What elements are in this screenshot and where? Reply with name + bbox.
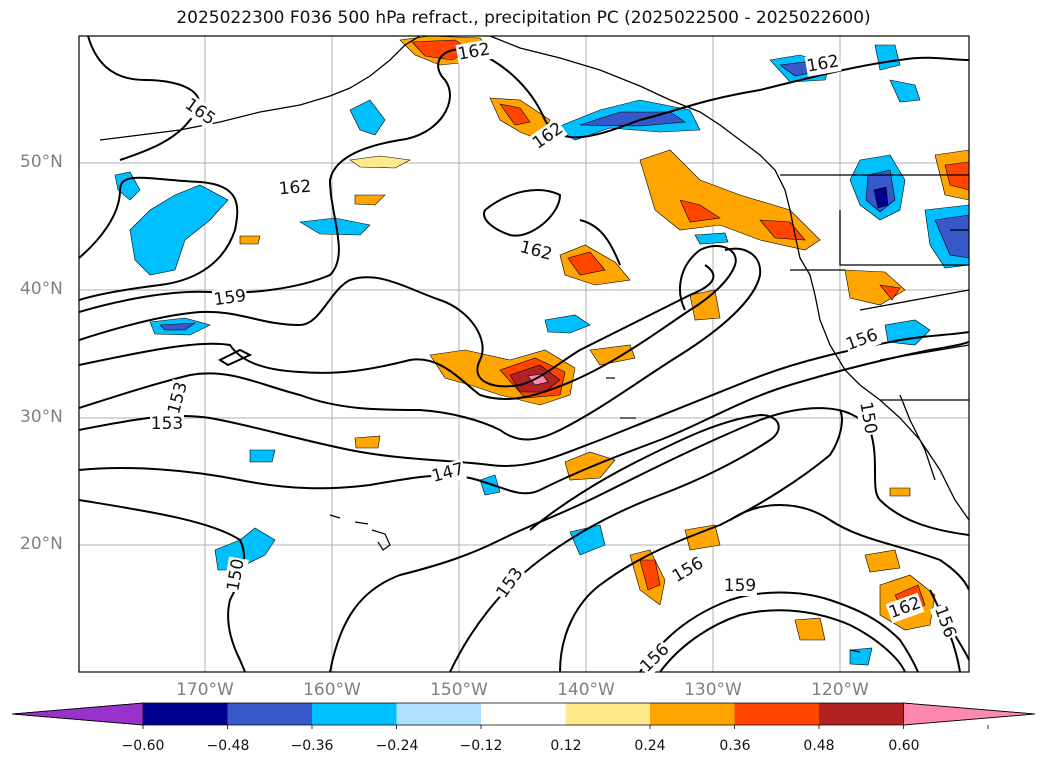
- colorbar-swatch: [734, 703, 819, 725]
- lon-label-160w: 160°W: [303, 680, 361, 700]
- contour-label-bg: [804, 51, 842, 77]
- contour-label-bg: [163, 378, 193, 418]
- lat-label-40: 40°N: [20, 279, 63, 299]
- contour-label: 159: [213, 286, 248, 310]
- contour-label: 162: [518, 237, 555, 265]
- colorbar-tick-label: −0.48: [206, 738, 250, 754]
- colorbar: [11, 702, 1036, 729]
- colorbar-swatch: [143, 703, 228, 725]
- contour-label-bg: [211, 285, 249, 311]
- contour-label: 150: [855, 400, 880, 435]
- contour-label: 162: [278, 177, 312, 200]
- colorbar-tick-label: −0.24: [375, 738, 419, 754]
- lat-label-50: 50°N: [20, 152, 63, 172]
- contour-label-bg: [223, 556, 249, 594]
- colorbar-extend-low: [11, 702, 144, 726]
- contour-label-bg: [635, 638, 675, 678]
- contour-label-bg: [428, 458, 468, 488]
- colorbar-tick-label: −0.36: [290, 738, 334, 754]
- lat-label-20: 20°N: [20, 534, 63, 554]
- contour-label-bg: [929, 602, 961, 642]
- graticule: [79, 36, 969, 672]
- colorbar-swatch: [312, 703, 397, 725]
- contour-label: 162: [805, 51, 840, 76]
- contour-label: 147: [430, 459, 467, 487]
- lon-label-150w: 150°W: [430, 680, 488, 700]
- lon-label-130w: 130°W: [684, 680, 742, 700]
- colorbar-swatch: [650, 703, 735, 725]
- map-title: 2025022300 F036 500 hPa refract., precip…: [176, 8, 871, 28]
- colorbar-extend-high: [903, 702, 1036, 726]
- colorbar-tick-label: 0.12: [550, 738, 582, 754]
- refract-contours: [79, 36, 969, 672]
- contour-label-bg: [277, 176, 313, 200]
- contour-label: 162: [456, 39, 491, 64]
- contour-label-bg: [180, 94, 220, 130]
- map-frame: [78, 35, 970, 673]
- colorbar-tick-label: 0.60: [888, 738, 920, 754]
- lon-label-170w: 170°W: [176, 680, 234, 700]
- contour-label: 156: [930, 603, 960, 640]
- contour-label-bg: [885, 592, 925, 624]
- contour-label: 153: [493, 564, 528, 602]
- colorbar-swatch: [396, 703, 481, 725]
- colorbar-tick-label: 0.24: [634, 738, 666, 754]
- contour-label: 153: [164, 380, 192, 417]
- contour-label-bg: [855, 399, 881, 437]
- contour-label-bg: [516, 236, 556, 266]
- contour-label-bg: [528, 118, 568, 154]
- colorbar-swatch: [565, 703, 650, 725]
- colorbar-tick-label: 0.36: [719, 738, 751, 754]
- contour-label: 150: [223, 557, 248, 592]
- contour-label-bg: [150, 414, 184, 434]
- contour-label: 156: [636, 639, 673, 676]
- contour-label-bg: [455, 39, 493, 65]
- lon-label-140w: 140°W: [557, 680, 615, 700]
- contour-label: 159: [724, 576, 756, 596]
- colorbar-swatch: [227, 703, 312, 725]
- contour-label-bg: [668, 552, 708, 588]
- colorbar-tick-label: 0.48: [803, 738, 835, 754]
- contour-label: 156: [669, 553, 707, 587]
- lon-label-120w: 120°W: [811, 680, 869, 700]
- contour-label-bg: [723, 576, 757, 596]
- colorbar-tick-label: −0.60: [121, 738, 165, 754]
- colorbar-swatch: [819, 703, 904, 725]
- islands: [329, 377, 861, 653]
- contour-label: 156: [843, 325, 880, 355]
- colorbar-tick-label: −0.12: [459, 738, 503, 754]
- contour-label: 153: [151, 414, 183, 434]
- contour-label-bg: [492, 563, 528, 603]
- colorbar-swatch: [481, 703, 566, 725]
- contour-label-bg: [842, 324, 882, 356]
- lat-label-30: 30°N: [20, 407, 63, 427]
- coastlines: [99, 36, 969, 521]
